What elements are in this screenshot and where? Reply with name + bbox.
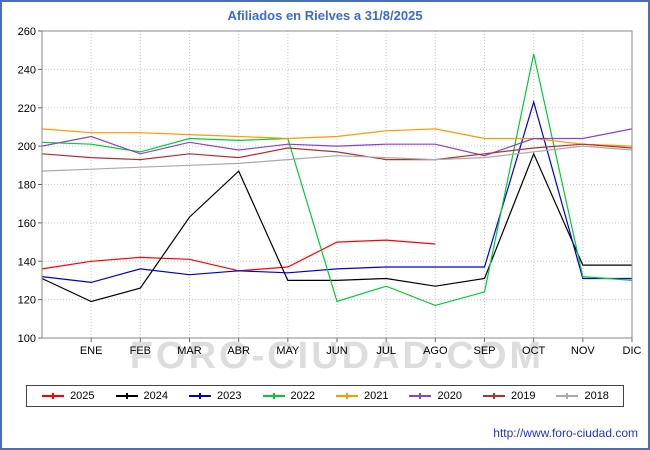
legend-item-2025: 2025 — [41, 390, 95, 402]
legend-item-2022: 2022 — [262, 390, 315, 402]
footer-link[interactable]: http://www.foro-ciudad.com — [493, 426, 638, 440]
legend-item-2023: 2023 — [188, 390, 242, 402]
legend-marker-2021 — [336, 393, 358, 399]
watermark: FORO-CIUDAD.COM — [130, 335, 544, 373]
svg-text:NOV: NOV — [571, 345, 596, 357]
svg-text:200: 200 — [18, 141, 36, 153]
svg-text:FEB: FEB — [130, 345, 151, 357]
legend-marker-2020 — [409, 393, 432, 399]
legend-item-2019: 2019 — [482, 390, 535, 402]
series-2018 — [41, 145, 633, 172]
series-2020 — [41, 128, 633, 157]
legend-marker-2022 — [262, 393, 285, 399]
legend-label-2020: 2020 — [437, 390, 462, 402]
svg-text:JUL: JUL — [376, 345, 396, 357]
legend-label-2024: 2024 — [143, 390, 169, 402]
svg-text:ABR: ABR — [227, 345, 250, 357]
svg-text:OCT: OCT — [522, 345, 546, 357]
chart-title: Afiliados en Rielves a 31/8/2025 — [227, 8, 423, 23]
svg-text:ENE: ENE — [80, 345, 103, 357]
svg-text:180: 180 — [18, 180, 36, 192]
chart-legend: 2025 2024 2023 2022 2021 2020 2019 2018 — [26, 385, 624, 407]
svg-text:140: 140 — [18, 256, 36, 268]
legend-item-2024: 2024 — [115, 390, 168, 402]
legend-marker-2018 — [556, 393, 579, 399]
series-2022 — [41, 53, 633, 307]
legend-marker-2025 — [42, 393, 65, 399]
legend-marker-2024 — [115, 393, 138, 399]
legend-item-2020: 2020 — [408, 390, 462, 402]
legend-item-2018: 2018 — [555, 390, 609, 402]
svg-text:120: 120 — [18, 295, 36, 307]
svg-text:DIC: DIC — [623, 345, 642, 357]
svg-text:220: 220 — [18, 103, 36, 115]
line-chart: FORO-CIUDAD.COM 100 120 140 160 180 200 220 240 2… — [18, 26, 642, 373]
svg-text:AGO: AGO — [423, 345, 448, 357]
legend-marker-2023 — [189, 393, 212, 399]
legend-item-2021: 2021 — [335, 390, 388, 402]
legend-marker-2019 — [482, 393, 505, 399]
svg-text:JUN: JUN — [326, 345, 347, 357]
svg-text:SEP: SEP — [473, 345, 495, 357]
legend-label-2018: 2018 — [584, 390, 609, 402]
svg-text:160: 160 — [18, 218, 36, 230]
series-2024 — [41, 152, 632, 303]
svg-text:240: 240 — [18, 64, 36, 76]
legend-wrap: 2025 2024 2023 2022 2021 2020 2019 2018 — [2, 385, 648, 407]
legend-label-2019: 2019 — [510, 390, 536, 402]
legend-label-2022: 2022 — [290, 390, 315, 402]
series-2023 — [41, 99, 632, 284]
legend-label-2025: 2025 — [70, 390, 95, 402]
legend-label-2021: 2021 — [364, 390, 389, 402]
svg-text:MAY: MAY — [276, 345, 300, 357]
svg-text:MAR: MAR — [177, 345, 202, 357]
svg-text:100: 100 — [18, 333, 36, 345]
legend-label-2023: 2023 — [217, 390, 242, 402]
series-2019 — [41, 143, 633, 161]
svg-text:260: 260 — [18, 26, 36, 38]
